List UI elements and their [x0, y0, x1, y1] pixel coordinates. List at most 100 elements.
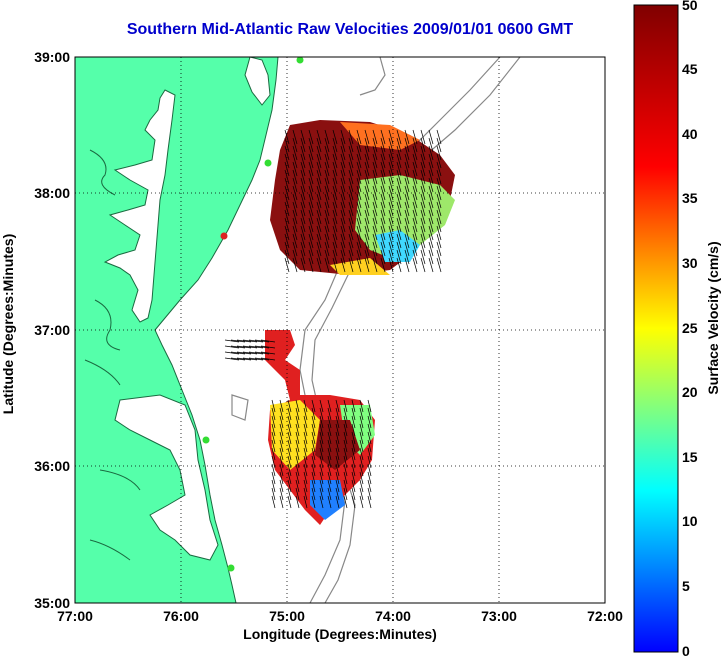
- velocity-vector: [324, 257, 330, 273]
- velocity-vector: [308, 217, 314, 233]
- velocity-vector: [388, 249, 394, 265]
- velocity-vector: [380, 177, 386, 193]
- velocity-vector: [388, 145, 394, 161]
- velocity-vector: [287, 423, 292, 437]
- velocity-vector: [436, 177, 442, 193]
- velocity-vector: [300, 177, 306, 193]
- velocity-vector: [295, 431, 300, 445]
- velocity-vector: [292, 257, 298, 273]
- velocity-vector: [303, 479, 308, 493]
- velocity-vector: [372, 241, 378, 257]
- velocity-vector: [242, 357, 258, 361]
- velocity-vector: [436, 249, 442, 265]
- velocity-vector: [316, 177, 322, 193]
- velocity-vector: [396, 129, 402, 145]
- velocity-vector: [436, 193, 442, 209]
- velocity-vector: [436, 129, 442, 145]
- velocity-vector: [359, 423, 364, 437]
- velocity-vector: [279, 407, 284, 421]
- velocity-vector: [388, 161, 394, 177]
- velocity-vector: [356, 129, 362, 145]
- velocity-vector: [254, 339, 270, 343]
- velocity-vector: [351, 447, 356, 461]
- velocity-vector: [356, 153, 362, 169]
- velocity-vector: [372, 249, 378, 265]
- velocity-vector: [380, 193, 386, 209]
- velocity-vector: [404, 241, 410, 257]
- velocity-vector: [388, 129, 394, 145]
- velocity-vector: [292, 145, 298, 161]
- velocity-vector: [420, 209, 426, 225]
- velocity-vector: [316, 225, 322, 241]
- velocity-vector: [271, 439, 276, 453]
- velocity-vector: [316, 161, 322, 177]
- velocity-vector: [340, 257, 346, 273]
- velocity-vector: [372, 129, 378, 145]
- velocity-vector: [295, 407, 300, 421]
- velocity-vector: [396, 193, 402, 209]
- velocity-vector: [332, 217, 338, 233]
- velocity-vector: [332, 241, 338, 257]
- velocity-vector: [367, 415, 372, 429]
- velocity-vector: [372, 201, 378, 217]
- velocity-vector: [335, 439, 340, 453]
- velocity-vector: [404, 129, 410, 145]
- velocity-vector: [300, 169, 306, 185]
- velocity-vector: [356, 257, 362, 273]
- velocity-vector: [380, 129, 386, 145]
- colorbar: [633, 4, 679, 653]
- velocity-vector: [343, 495, 348, 509]
- velocity-vector: [332, 201, 338, 217]
- velocity-vector: [332, 225, 338, 241]
- velocity-vector: [327, 455, 332, 469]
- velocity-vector: [359, 455, 364, 469]
- velocity-vector: [292, 241, 298, 257]
- velocity-vector: [308, 209, 314, 225]
- velocity-vector: [372, 209, 378, 225]
- velocity-vector: [364, 201, 370, 217]
- velocity-vector: [367, 463, 372, 477]
- velocity-vector: [230, 339, 246, 343]
- velocity-vector: [319, 439, 324, 453]
- velocity-vector: [428, 257, 434, 273]
- velocity-vector: [428, 193, 434, 209]
- velocity-vector: [364, 153, 370, 169]
- velocity-vector: [300, 209, 306, 225]
- velocity-vector: [224, 339, 240, 343]
- velocity-vector: [324, 249, 330, 265]
- velocity-vector: [242, 339, 258, 343]
- velocity-vector: [412, 129, 418, 145]
- velocity-vector: [308, 169, 314, 185]
- velocity-vector: [359, 479, 364, 493]
- velocity-vector: [367, 455, 372, 469]
- velocity-vector: [300, 145, 306, 161]
- velocity-vector: [332, 193, 338, 209]
- velocity-vector: [404, 153, 410, 169]
- velocity-vector: [295, 479, 300, 493]
- velocity-vector: [340, 209, 346, 225]
- velocity-vector: [260, 345, 276, 349]
- velocity-vector: [292, 177, 298, 193]
- velocity-vector: [343, 487, 348, 501]
- velocity-vector: [359, 439, 364, 453]
- grid-lines: [75, 57, 605, 603]
- velocity-vector: [412, 249, 418, 265]
- y-tick: 39:00: [34, 49, 70, 65]
- velocity-vector: [412, 201, 418, 217]
- velocity-vector: [348, 257, 354, 273]
- velocity-vector: [311, 439, 316, 453]
- velocity-vector: [412, 161, 418, 177]
- colorbar-tick: 50: [682, 0, 698, 13]
- velocity-vector: [412, 193, 418, 209]
- velocity-vector: [364, 257, 370, 273]
- velocity-vector: [300, 257, 306, 273]
- velocity-vector: [396, 153, 402, 169]
- velocity-vector: [356, 145, 362, 161]
- velocity-vector: [300, 249, 306, 265]
- velocity-vector: [319, 407, 324, 421]
- velocity-vector: [327, 447, 332, 461]
- velocity-vector: [308, 193, 314, 209]
- velocity-vector: [303, 431, 308, 445]
- velocity-vector: [319, 431, 324, 445]
- velocity-vector: [308, 129, 314, 145]
